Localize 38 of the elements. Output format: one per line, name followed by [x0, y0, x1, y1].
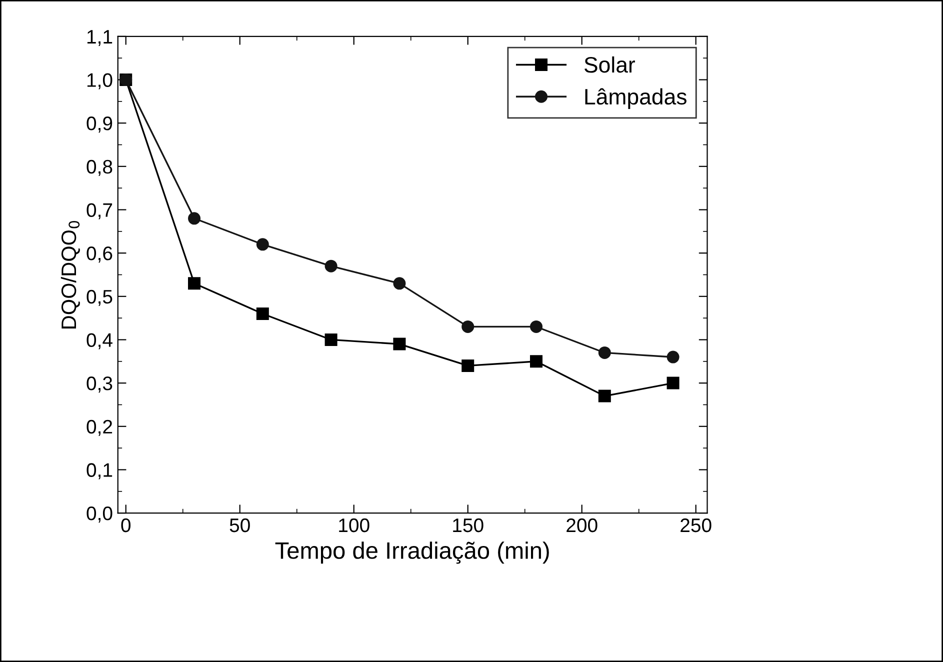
x-tick-label: 50 [230, 518, 250, 532]
x-tick-label: 100 [339, 518, 370, 532]
point [462, 359, 474, 372]
y-tick-label: 0,3 [86, 376, 112, 393]
y-tick-label: 0,4 [86, 333, 112, 350]
y-tick-label: 0,8 [86, 160, 112, 176]
y-tick-label: 0,6 [86, 246, 112, 263]
point [462, 320, 474, 333]
point [393, 338, 406, 350]
y-tick-label: 0,2 [86, 420, 112, 436]
y-tick-label: 0,5 [86, 290, 112, 306]
x-axis-title: Tempo de Irradiação (min) [275, 542, 549, 564]
point [666, 376, 680, 390]
y-tick-label: 1,0 [87, 73, 112, 90]
point [598, 390, 611, 402]
y-tick-label: 0,1 [86, 463, 112, 480]
point [393, 277, 406, 290]
x-tick-label: 250 [680, 518, 712, 532]
legend-label: Lâmpadas [585, 88, 686, 110]
x-tick-label: 0 [121, 518, 130, 532]
point [188, 212, 201, 225]
point [324, 260, 338, 272]
x-tick-label: 200 [566, 518, 598, 532]
point [598, 346, 611, 359]
point [324, 333, 338, 346]
legend-label: Solar [584, 56, 635, 73]
y-tick-label: 0,7 [86, 203, 112, 220]
y-tick-label: 0,9 [86, 116, 112, 133]
y-axis-title: DQO/DQO$_{0}$ [60, 220, 80, 328]
y-tick-label: 0,0 [86, 506, 112, 523]
point [666, 350, 680, 364]
point [256, 307, 269, 320]
point [188, 277, 201, 290]
point [530, 355, 542, 368]
point [256, 238, 269, 251]
point [530, 320, 542, 333]
y-tick-label: 1,1 [87, 30, 112, 46]
x-tick-label: 150 [453, 518, 484, 532]
